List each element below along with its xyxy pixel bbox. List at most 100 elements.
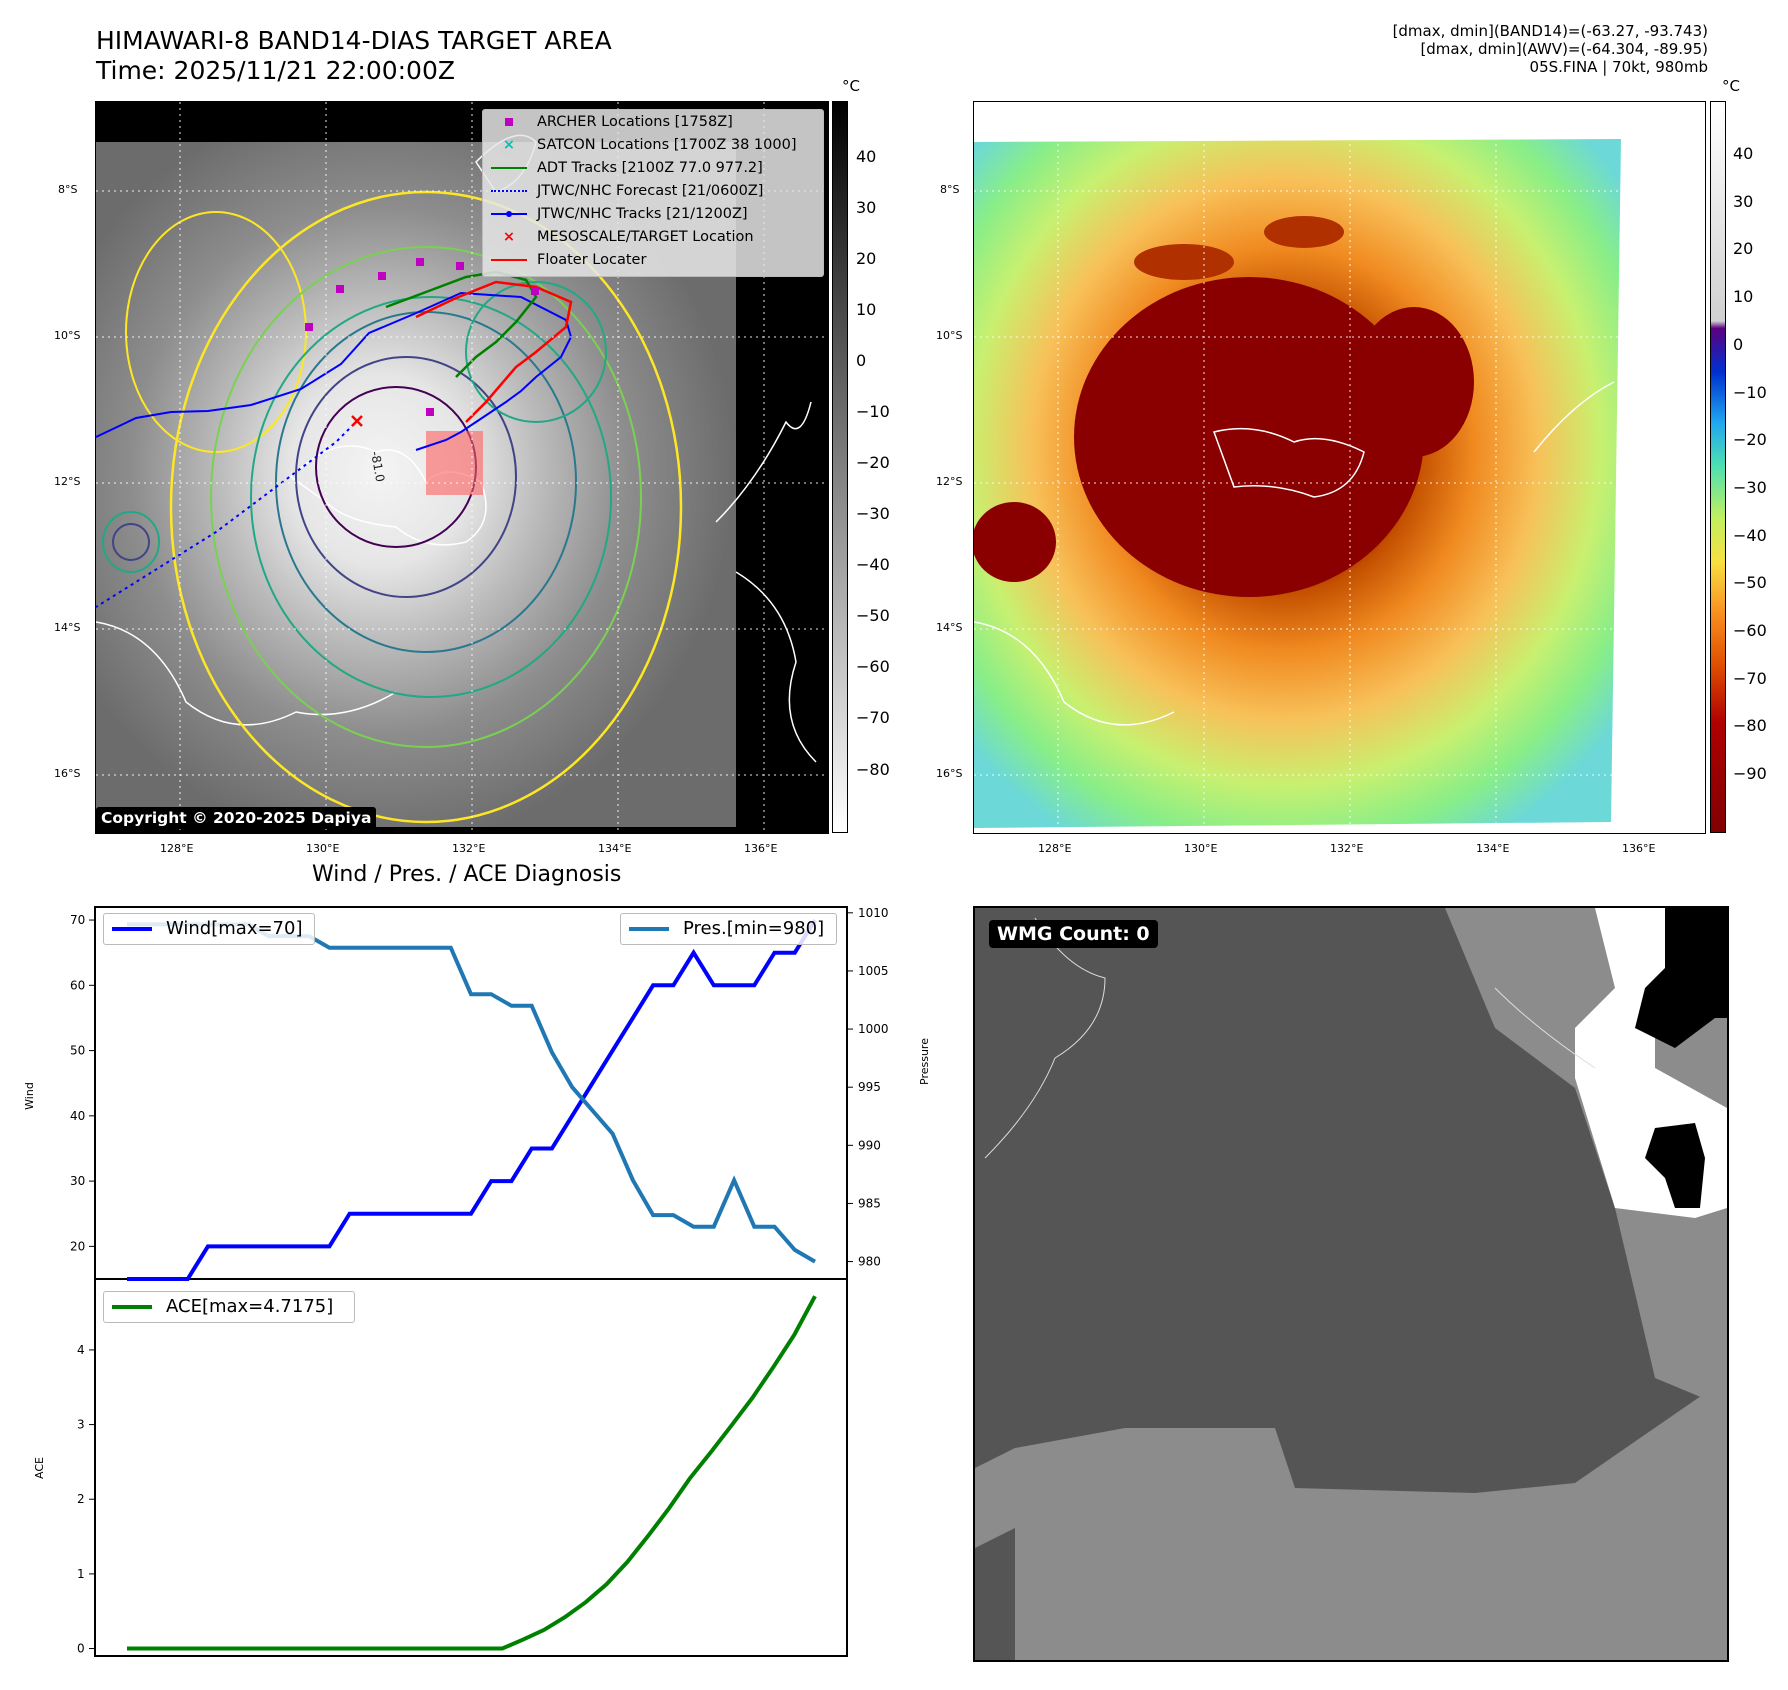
colorbar-tick-label: 0 xyxy=(1733,334,1744,354)
ace-tick-label: 4 xyxy=(77,1343,85,1357)
info-line-1: [dmax, dmin](BAND14)=(-63.27, -93.743) xyxy=(1392,22,1708,40)
legend-label: JTWC/NHC Forecast [21/0600Z] xyxy=(537,182,764,199)
wind-tick-label: 60 xyxy=(70,978,85,992)
legend-label: Floater Locater xyxy=(537,251,647,268)
legend-adt: ADT Tracks [2100Z 77.0 977.2] xyxy=(483,156,823,179)
info-line-2: [dmax, dmin](AWV)=(-64.304, -89.95) xyxy=(1420,40,1708,58)
colorbar-tick-label: −20 xyxy=(856,453,890,473)
wmg-image xyxy=(975,908,1727,1660)
lat-label: 8°S xyxy=(940,183,960,196)
legend-archer: ARCHER Locations [1758Z] xyxy=(483,110,823,133)
lon-label: 136°E xyxy=(1622,842,1656,855)
wind-tick-label: 40 xyxy=(70,1109,85,1123)
lat-label: 12°S xyxy=(936,475,963,488)
legend-tracks: JTWC/NHC Tracks [21/1200Z] xyxy=(483,202,823,225)
pressure-tick-label: 985 xyxy=(858,1196,881,1210)
colorbar-tick-label: −80 xyxy=(1733,716,1767,736)
wmg-panel[interactable]: WMG Count: 0 xyxy=(973,906,1729,1662)
wind-tick-label: 50 xyxy=(70,1044,85,1058)
colorbar-tick-label: −10 xyxy=(856,402,890,422)
line-icon xyxy=(491,161,527,175)
lon-label: 128°E xyxy=(160,842,194,855)
title-line-1: HIMAWARI-8 BAND14-DIAS TARGET AREA xyxy=(96,26,612,55)
legend-label: JTWC/NHC Tracks [21/1200Z] xyxy=(537,205,748,222)
legend-label: ADT Tracks [2100Z 77.0 977.2] xyxy=(537,159,763,176)
lon-label: 132°E xyxy=(1330,842,1364,855)
wmg-count-badge: WMG Count: 0 xyxy=(989,920,1158,948)
legend-label: MESOSCALE/TARGET Location xyxy=(537,228,754,245)
dotted-line-icon xyxy=(491,184,527,198)
wind-tick-label: 20 xyxy=(70,1239,85,1253)
pressure-tick-label: 1005 xyxy=(858,964,889,978)
colorbar-unit: °C xyxy=(842,77,860,95)
lon-label: 136°E xyxy=(744,842,778,855)
colorbar-tick-label: 0 xyxy=(856,351,867,371)
pressure-legend-label: Pres.[min=980] xyxy=(683,917,825,939)
colorbar-tick-label: 10 xyxy=(856,300,877,320)
pressure-tick-label: 1010 xyxy=(858,906,889,920)
legend-forecast: JTWC/NHC Forecast [21/0600Z] xyxy=(483,179,823,202)
x-marker-icon: × xyxy=(502,228,516,245)
legend-label: SATCON Locations [1700Z 38 1000] xyxy=(537,136,797,153)
colorbar-tick-label: −30 xyxy=(1733,477,1767,497)
ace-axis-label: ACE xyxy=(33,1457,46,1479)
wind-series-line xyxy=(127,919,817,1281)
colorbar-tick-label: −80 xyxy=(856,759,890,779)
lon-label: 134°E xyxy=(598,842,632,855)
pressure-tick-label: 990 xyxy=(858,1138,881,1152)
lat-label: 14°S xyxy=(54,621,81,634)
copyright-label: Copyright © 2020-2025 Dapiya xyxy=(96,807,377,829)
colorbar-tick-label: −30 xyxy=(856,504,890,524)
lon-label: 132°E xyxy=(452,842,486,855)
ace-legend-label: ACE[max=4.7175] xyxy=(166,1295,334,1317)
colorbar-tick-label: −70 xyxy=(856,708,890,728)
colorbar-tick-label: −10 xyxy=(1733,382,1767,402)
colorbar-tick-label: −20 xyxy=(1733,430,1767,450)
line-icon xyxy=(112,921,152,935)
ace-series-line xyxy=(127,1295,817,1651)
figure-title: HIMAWARI-8 BAND14-DIAS TARGET AREA Time:… xyxy=(96,26,612,86)
colorbar-tick-label: −70 xyxy=(1733,668,1767,688)
lat-label: 16°S xyxy=(54,767,81,780)
ace-legend: ACE[max=4.7175] xyxy=(103,1291,355,1323)
wind-tick-label: 70 xyxy=(70,913,85,927)
colorbar-tick-label: −60 xyxy=(1733,621,1767,641)
colorbar-tick-label: 30 xyxy=(1733,191,1754,211)
colorbar-tick-label: 10 xyxy=(1733,287,1754,307)
colorbar-tick-label: 40 xyxy=(856,146,877,166)
line-icon xyxy=(629,921,669,935)
title-line-2: Time: 2025/11/21 22:00:00Z xyxy=(96,56,455,85)
x-marker-icon: × xyxy=(502,136,516,153)
lat-label: 10°S xyxy=(936,329,963,342)
colorbar-tick-label: −50 xyxy=(856,606,890,626)
wind-legend: Wind[max=70] xyxy=(103,913,315,945)
ir-map-panel[interactable]: -81.0 Copyright © 2020-2025 Dapiya ARCHE… xyxy=(95,101,829,834)
colorbar-unit: °C xyxy=(1722,77,1740,95)
pressure-axis-title: Pressure xyxy=(918,1038,931,1085)
ace-tick-label: 1 xyxy=(77,1567,85,1581)
enhanced-ir-panel[interactable] xyxy=(973,101,1706,834)
square-marker-icon xyxy=(491,115,527,129)
legend-target: × MESOSCALE/TARGET Location xyxy=(483,225,823,248)
pressure-tick-label: 1000 xyxy=(858,1022,889,1036)
lon-label: 134°E xyxy=(1476,842,1510,855)
legend-satcon: × SATCON Locations [1700Z 38 1000] xyxy=(483,133,823,156)
pressure-tick-label: 980 xyxy=(858,1255,881,1269)
enhanced-ir-image xyxy=(974,102,1705,833)
colorbar-tick-label: 20 xyxy=(1733,239,1754,259)
ace-tick-label: 0 xyxy=(77,1642,85,1656)
lon-label: 128°E xyxy=(1038,842,1072,855)
pressure-legend: Pres.[min=980] xyxy=(620,913,837,945)
colorbar-tick-label: −50 xyxy=(1733,573,1767,593)
wind-tick-label: 30 xyxy=(70,1174,85,1188)
line-dot-icon xyxy=(491,207,527,221)
colorbar-tick-label: −90 xyxy=(1733,764,1767,784)
lat-label: 12°S xyxy=(54,475,81,488)
wind-legend-label: Wind[max=70] xyxy=(166,917,303,939)
lat-label: 8°S xyxy=(58,183,78,196)
lat-label: 10°S xyxy=(54,329,81,342)
ace-tick-label: 2 xyxy=(77,1492,85,1506)
contour-label: -81.0 xyxy=(368,450,387,483)
pressure-tick-label: 995 xyxy=(858,1080,881,1094)
